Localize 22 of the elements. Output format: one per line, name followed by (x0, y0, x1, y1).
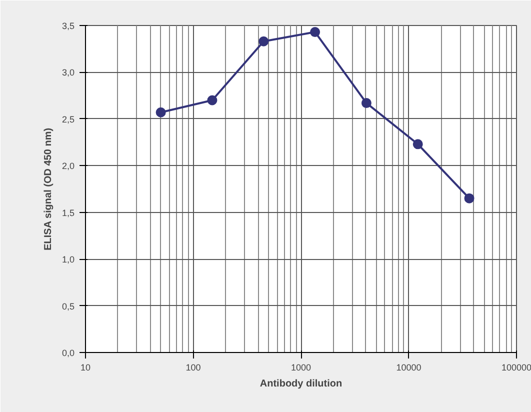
x-tick-label: 10 (80, 362, 91, 372)
point (310, 27, 320, 38)
point (412, 139, 423, 150)
x-tick-label: 100 (186, 362, 201, 372)
point (258, 36, 269, 46)
point (156, 107, 166, 118)
y-tick-label: 0,5 (62, 301, 75, 312)
x-tick-label: 10000 (396, 362, 422, 372)
point (361, 98, 372, 108)
y-tick-label: 2,5 (62, 114, 75, 124)
x-tick-label: 1000 (290, 362, 312, 372)
x-axis-title: Antibody dilution (260, 378, 342, 390)
point (464, 193, 474, 204)
x-tick-label: 100000 (501, 362, 531, 372)
y-tick-label: 1,0 (62, 254, 75, 265)
point (207, 95, 218, 106)
y-tick-label: 0,0 (62, 348, 75, 358)
y-tick-label: 3,0 (62, 68, 75, 78)
y-tick-label: 1,5 (62, 208, 75, 218)
y-tick-label: 3,5 (62, 21, 75, 31)
y-axis-title: ELISA signal (OD 450 nm) (42, 128, 54, 250)
y-tick-label: 2,0 (62, 161, 75, 172)
